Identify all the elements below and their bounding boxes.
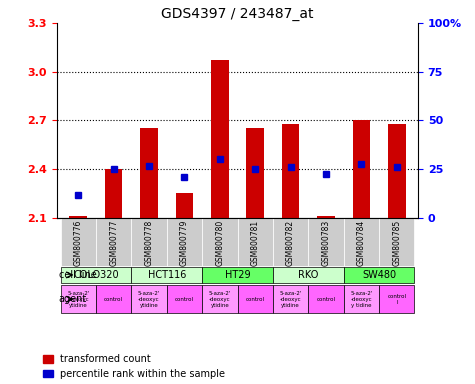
Text: 5-aza-2'
-deoxyc
ytidine: 5-aza-2' -deoxyc ytidine bbox=[138, 291, 160, 308]
FancyBboxPatch shape bbox=[60, 218, 96, 266]
FancyBboxPatch shape bbox=[344, 218, 379, 266]
FancyBboxPatch shape bbox=[238, 218, 273, 266]
Text: control: control bbox=[104, 297, 123, 302]
Bar bbox=[317, 216, 335, 218]
FancyBboxPatch shape bbox=[273, 285, 308, 313]
Text: HCT116: HCT116 bbox=[148, 270, 186, 280]
Title: GDS4397 / 243487_at: GDS4397 / 243487_at bbox=[161, 7, 314, 21]
FancyBboxPatch shape bbox=[202, 267, 273, 283]
Text: 5-aza-2'
-deoxyc
ytidine: 5-aza-2' -deoxyc ytidine bbox=[279, 291, 302, 308]
Text: GSM800779: GSM800779 bbox=[180, 220, 189, 266]
Text: SW480: SW480 bbox=[362, 270, 396, 280]
FancyBboxPatch shape bbox=[202, 218, 238, 266]
Text: 5-aza-2'
-deoxyc
y tidine: 5-aza-2' -deoxyc y tidine bbox=[350, 291, 372, 308]
Bar bbox=[388, 124, 406, 218]
Text: cell line: cell line bbox=[59, 270, 96, 280]
Bar bbox=[352, 120, 370, 218]
FancyBboxPatch shape bbox=[131, 218, 167, 266]
Text: GSM800785: GSM800785 bbox=[392, 220, 401, 266]
Text: GSM800777: GSM800777 bbox=[109, 220, 118, 266]
Text: GSM800782: GSM800782 bbox=[286, 220, 295, 266]
Bar bbox=[105, 169, 123, 218]
Text: control
l: control l bbox=[387, 294, 406, 305]
FancyBboxPatch shape bbox=[379, 218, 415, 266]
Bar bbox=[247, 128, 264, 218]
FancyBboxPatch shape bbox=[344, 285, 379, 313]
Bar bbox=[176, 193, 193, 218]
Text: 5-aza-2'
-deoxyc
ytidine: 5-aza-2' -deoxyc ytidine bbox=[67, 291, 89, 308]
FancyBboxPatch shape bbox=[379, 285, 415, 313]
FancyBboxPatch shape bbox=[202, 285, 238, 313]
Text: RKO: RKO bbox=[298, 270, 318, 280]
Text: GSM800780: GSM800780 bbox=[215, 220, 224, 266]
Text: control: control bbox=[316, 297, 335, 302]
Text: GSM800776: GSM800776 bbox=[74, 220, 83, 266]
Text: 5-aza-2'
-deoxyc
ytidine: 5-aza-2' -deoxyc ytidine bbox=[209, 291, 231, 308]
FancyBboxPatch shape bbox=[167, 285, 202, 313]
FancyBboxPatch shape bbox=[96, 218, 131, 266]
FancyBboxPatch shape bbox=[96, 285, 131, 313]
FancyBboxPatch shape bbox=[60, 267, 131, 283]
Text: agent: agent bbox=[59, 294, 87, 304]
Text: GSM800784: GSM800784 bbox=[357, 220, 366, 266]
Bar bbox=[282, 124, 299, 218]
Text: COLO320: COLO320 bbox=[73, 270, 119, 280]
Bar bbox=[69, 216, 87, 218]
Text: GSM800778: GSM800778 bbox=[144, 220, 153, 266]
FancyBboxPatch shape bbox=[273, 218, 308, 266]
Text: HT29: HT29 bbox=[225, 270, 250, 280]
FancyBboxPatch shape bbox=[60, 285, 96, 313]
Text: control: control bbox=[175, 297, 194, 302]
Text: control: control bbox=[246, 297, 265, 302]
Text: GSM800781: GSM800781 bbox=[251, 220, 260, 266]
FancyBboxPatch shape bbox=[131, 285, 167, 313]
Bar bbox=[140, 128, 158, 218]
FancyBboxPatch shape bbox=[308, 218, 344, 266]
FancyBboxPatch shape bbox=[131, 267, 202, 283]
Legend: transformed count, percentile rank within the sample: transformed count, percentile rank withi… bbox=[43, 354, 225, 379]
Text: GSM800783: GSM800783 bbox=[322, 220, 331, 266]
FancyBboxPatch shape bbox=[308, 285, 344, 313]
FancyBboxPatch shape bbox=[344, 267, 415, 283]
FancyBboxPatch shape bbox=[273, 267, 344, 283]
FancyBboxPatch shape bbox=[167, 218, 202, 266]
Bar bbox=[211, 60, 228, 218]
FancyBboxPatch shape bbox=[238, 285, 273, 313]
